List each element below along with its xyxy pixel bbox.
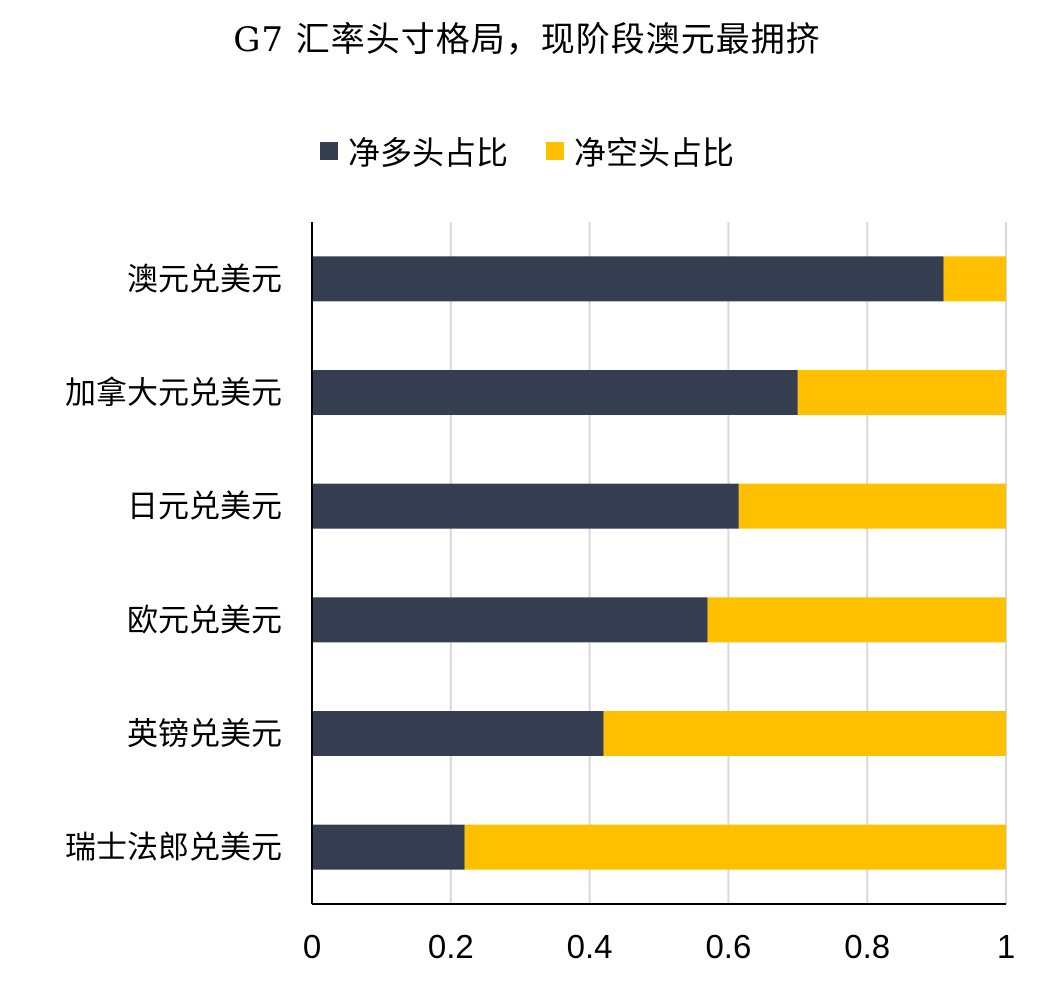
x-tick-label: 0.2: [428, 928, 474, 965]
x-tick-label: 0: [303, 928, 321, 965]
legend-swatch-short: [546, 142, 564, 160]
category-label: 欧元兑美元: [127, 603, 282, 639]
bar-short: [797, 370, 1006, 415]
bar-long: [312, 597, 708, 643]
category-label: 瑞士法郎兑美元: [65, 830, 282, 866]
x-tick-label: 0.4: [567, 928, 613, 965]
bar-short: [603, 711, 1006, 756]
x-tick-label: 0.6: [705, 928, 751, 965]
bar-long: [312, 370, 798, 415]
legend: 净多头占比 净空头占比: [0, 128, 1054, 174]
category-label: 日元兑美元: [127, 489, 282, 525]
legend-item-short: 净空头占比: [546, 128, 734, 174]
category-label: 加拿大元兑美元: [65, 376, 282, 412]
category-label: 英镑兑美元: [127, 717, 282, 753]
x-tick-label: 1: [997, 928, 1015, 965]
bar-short: [707, 597, 1006, 643]
category-label: 澳元兑美元: [127, 262, 282, 298]
bar-long: [312, 256, 944, 302]
bar-long: [312, 483, 739, 529]
legend-label-short: 净空头占比: [574, 134, 735, 172]
legend-label-long: 净多头占比: [347, 134, 508, 172]
legend-item-long: 净多头占比: [319, 128, 508, 174]
bar-short: [738, 483, 1006, 529]
bar-long: [312, 711, 604, 756]
bar-short: [943, 256, 1006, 302]
bar-long: [312, 824, 465, 870]
x-tick-label: 0.8: [844, 928, 890, 965]
bar-short: [464, 824, 1006, 870]
chart-title: G7 汇率头寸格局，现阶段澳元最拥挤: [233, 20, 821, 60]
legend-swatch-long: [319, 142, 338, 160]
